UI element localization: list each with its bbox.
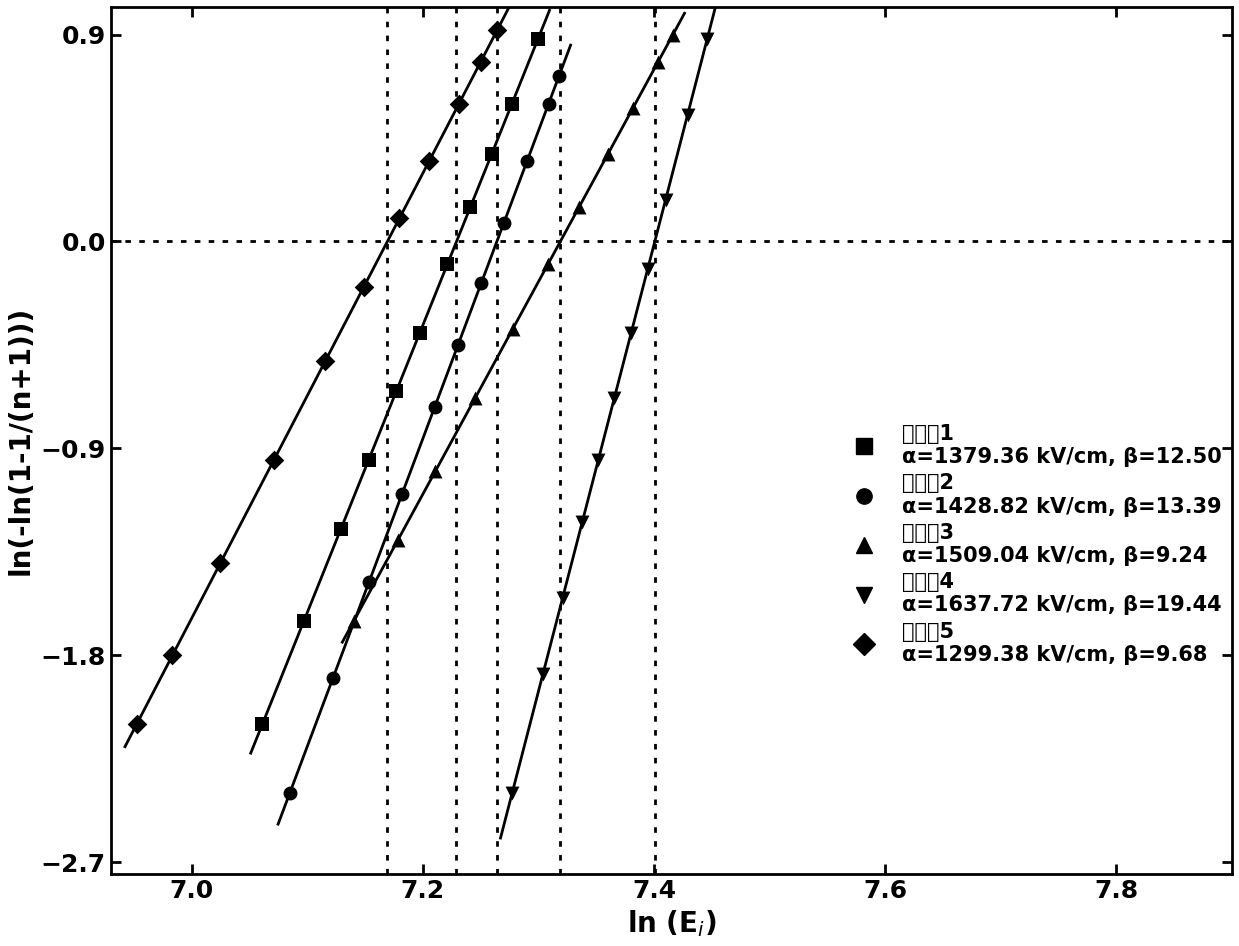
Point <box>388 533 408 548</box>
Point <box>353 280 373 295</box>
Point <box>502 786 522 801</box>
Legend: 实施入1
α=1379.36 kV/cm, β=12.50, 实施入2
α=1428.82 kV/cm, β=13.39, 实施入3
α=1509.04 kV/: 实施入1 α=1379.36 kV/cm, β=12.50, 实施入2 α=14… <box>844 424 1222 665</box>
Point <box>389 211 409 226</box>
Point <box>425 464 445 479</box>
Point <box>569 200 589 215</box>
Point <box>359 452 379 467</box>
Point <box>549 68 569 83</box>
Point <box>211 556 230 571</box>
Point <box>126 717 146 732</box>
Point <box>449 96 468 111</box>
Point <box>621 326 641 342</box>
Point <box>410 326 430 342</box>
Point <box>494 216 514 231</box>
Point <box>589 452 608 467</box>
Point <box>359 574 379 589</box>
X-axis label: ln (E$_i$): ln (E$_i$) <box>627 908 716 939</box>
Y-axis label: ln(-ln(1-1/(n+1))): ln(-ln(1-1/(n+1))) <box>7 306 35 575</box>
Point <box>253 717 273 732</box>
Point <box>280 786 300 801</box>
Point <box>538 257 558 272</box>
Point <box>471 55 491 70</box>
Point <box>331 521 351 536</box>
Point <box>517 153 536 168</box>
Point <box>482 147 502 162</box>
Point <box>294 613 313 628</box>
Point <box>539 96 559 111</box>
Point <box>316 354 336 369</box>
Point <box>502 96 522 111</box>
Point <box>461 200 481 215</box>
Point <box>663 27 683 43</box>
Point <box>553 590 572 605</box>
Point <box>487 23 507 38</box>
Point <box>655 193 675 208</box>
Point <box>698 31 717 46</box>
Point <box>572 515 592 530</box>
Point <box>503 322 523 337</box>
Point <box>264 452 284 467</box>
Point <box>162 648 182 663</box>
Point <box>387 383 406 398</box>
Point <box>678 108 698 123</box>
Point <box>528 31 548 46</box>
Point <box>392 487 411 502</box>
Point <box>344 613 364 628</box>
Point <box>638 261 658 276</box>
Point <box>623 100 643 115</box>
Point <box>605 391 624 406</box>
Point <box>648 55 668 70</box>
Point <box>323 671 343 686</box>
Point <box>419 153 439 168</box>
Point <box>598 147 618 162</box>
Point <box>471 275 491 290</box>
Point <box>466 391 486 406</box>
Point <box>425 399 445 414</box>
Point <box>533 666 553 681</box>
Point <box>449 338 468 353</box>
Point <box>437 257 457 272</box>
